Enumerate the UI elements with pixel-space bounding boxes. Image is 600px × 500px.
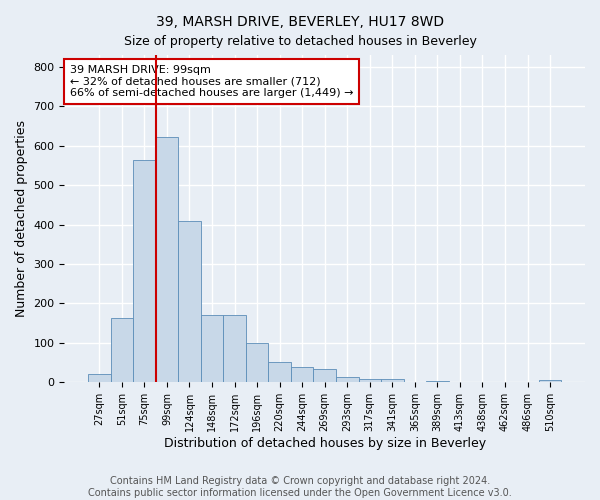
Bar	[291, 366, 313, 382]
Text: Contains HM Land Registry data © Crown copyright and database right 2024.
Contai: Contains HM Land Registry data © Crown c…	[88, 476, 512, 498]
Bar	[155, 138, 178, 382]
Bar	[110, 318, 133, 382]
Bar	[268, 362, 291, 382]
Bar	[359, 379, 381, 382]
Bar	[133, 160, 155, 382]
Bar	[201, 316, 223, 382]
Bar	[178, 220, 201, 382]
Y-axis label: Number of detached properties: Number of detached properties	[15, 120, 28, 317]
Bar	[381, 379, 404, 382]
Bar	[426, 381, 449, 382]
Bar	[246, 343, 268, 382]
Bar	[223, 316, 246, 382]
Text: Size of property relative to detached houses in Beverley: Size of property relative to detached ho…	[124, 35, 476, 48]
Text: 39, MARSH DRIVE, BEVERLEY, HU17 8WD: 39, MARSH DRIVE, BEVERLEY, HU17 8WD	[156, 15, 444, 29]
Bar	[336, 377, 359, 382]
X-axis label: Distribution of detached houses by size in Beverley: Distribution of detached houses by size …	[164, 437, 486, 450]
Bar	[88, 374, 110, 382]
Bar	[313, 370, 336, 382]
Text: 39 MARSH DRIVE: 99sqm
← 32% of detached houses are smaller (712)
66% of semi-det: 39 MARSH DRIVE: 99sqm ← 32% of detached …	[70, 65, 353, 98]
Bar	[539, 380, 562, 382]
